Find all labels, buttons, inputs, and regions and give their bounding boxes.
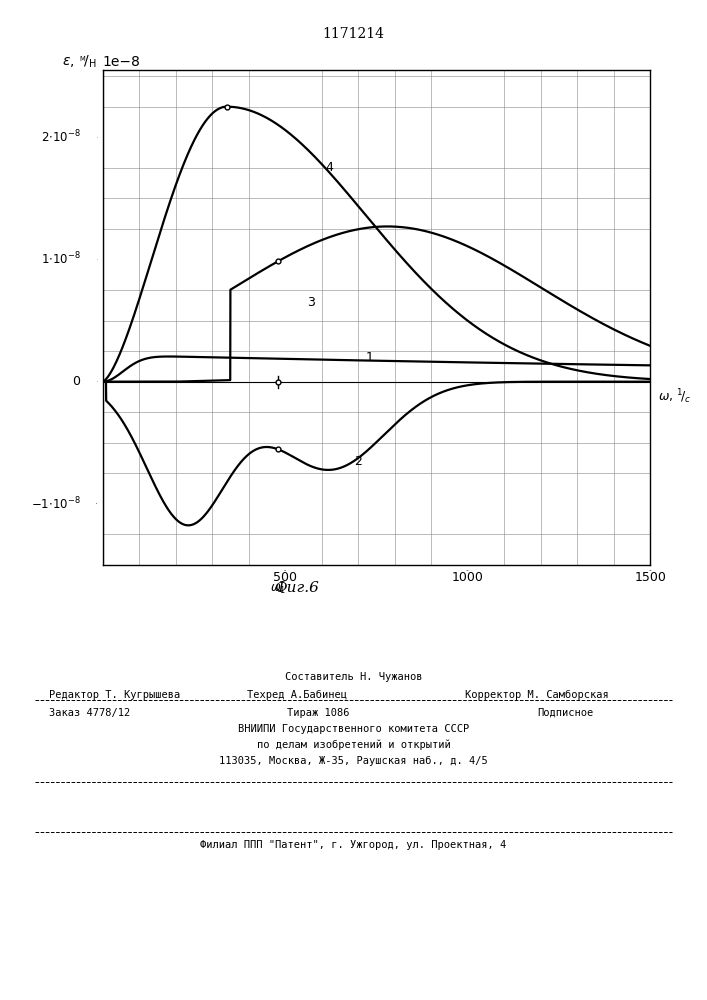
Text: ВНИИПИ Государственного комитета СССР: ВНИИПИ Государственного комитета СССР (238, 724, 469, 734)
Text: Составитель Н. Чужанов: Составитель Н. Чужанов (285, 672, 422, 682)
Text: Заказ 4778/12: Заказ 4778/12 (49, 708, 131, 718)
Text: 1000: 1000 (452, 571, 484, 584)
Text: 113035, Москва, Ж-35, Раушская наб., д. 4/5: 113035, Москва, Ж-35, Раушская наб., д. … (219, 756, 488, 766)
Text: 1500: 1500 (634, 571, 667, 584)
Text: $\omega$, $^1\!/_c$: $\omega$, $^1\!/_c$ (658, 388, 691, 406)
Text: Филиал ППП "Патент", г. Ужгород, ул. Проектная, 4: Филиал ППП "Патент", г. Ужгород, ул. Про… (200, 840, 507, 850)
Text: 1171214: 1171214 (322, 27, 385, 41)
Text: Корректор М. Самборская: Корректор М. Самборская (465, 690, 609, 700)
Text: 2: 2 (355, 455, 363, 468)
Text: $1{\cdot}10^{-8}$: $1{\cdot}10^{-8}$ (41, 251, 81, 268)
Text: по делам изобретений и открытий: по делам изобретений и открытий (257, 740, 450, 750)
Text: $-1{\cdot}10^{-8}$: $-1{\cdot}10^{-8}$ (31, 496, 81, 512)
Text: 0: 0 (73, 375, 81, 388)
Text: Фиг.6: Фиг.6 (274, 581, 320, 595)
Text: $2{\cdot}10^{-8}$: $2{\cdot}10^{-8}$ (41, 129, 81, 146)
Text: 500: 500 (273, 571, 297, 584)
Text: Тираж 1086: Тираж 1086 (287, 708, 349, 718)
Text: Техред А.Бабинец: Техред А.Бабинец (247, 690, 347, 700)
Text: Редактор Т. Кугрышева: Редактор Т. Кугрышева (49, 690, 181, 700)
Text: $\varepsilon,\,^{_{\rm M}}\!/_{\rm H}$: $\varepsilon,\,^{_{\rm M}}\!/_{\rm H}$ (62, 54, 97, 70)
Text: 4: 4 (325, 161, 333, 174)
Text: 1: 1 (366, 351, 373, 364)
Text: $\omega_1$: $\omega_1$ (269, 583, 286, 596)
Text: Подписное: Подписное (537, 708, 594, 718)
Text: 3: 3 (307, 296, 315, 309)
